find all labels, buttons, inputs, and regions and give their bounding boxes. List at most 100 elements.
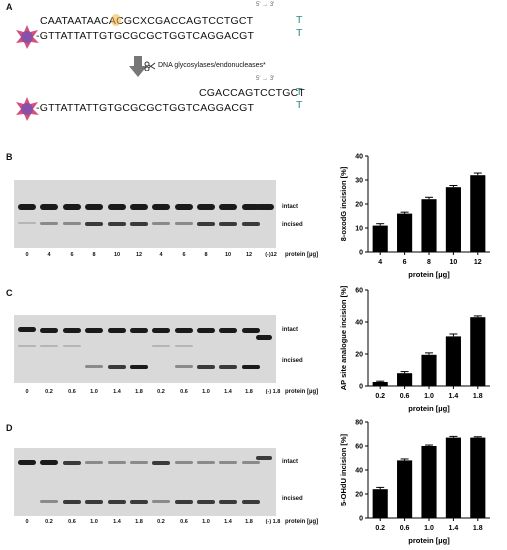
x-tick-label: 1.4 — [449, 393, 459, 400]
lane-label: 0.6 — [180, 519, 188, 525]
bar — [372, 489, 388, 518]
y-tick-label: 40 — [355, 154, 363, 161]
bar — [445, 437, 461, 518]
x-tick-label: 0.2 — [375, 525, 385, 532]
y-tick-label: 60 — [355, 444, 363, 451]
direction-label-mid: 5' → 3' — [256, 76, 275, 82]
gel-image-c — [14, 315, 276, 383]
lane-label: 10 — [224, 252, 232, 258]
panel-letter-d: D — [6, 423, 13, 433]
scissors-icon — [144, 61, 156, 71]
x-tick-label: 0.6 — [400, 393, 410, 400]
enzyme-label: DNA glycosylases/endonucleases* — [158, 62, 266, 69]
bar — [470, 317, 486, 386]
lane-label: 12 — [135, 252, 143, 258]
direction-label-top: 5' → 3' — [256, 2, 275, 8]
bottom-strand-sequence: -GTTATTATTGTGCGCGCTGGTCAGGACGT — [36, 30, 255, 42]
lane-label: 1.8 — [135, 389, 143, 395]
x-tick-label: 1.0 — [424, 393, 434, 400]
fluorophore-icon-2 — [16, 97, 39, 121]
lane-label: 0.2 — [157, 519, 165, 525]
lane-label: 0 — [25, 389, 29, 395]
lane-label: 10 — [113, 252, 121, 258]
lane-label: (-) 1.8 — [265, 389, 281, 395]
lane-label: 1.4 — [224, 389, 232, 395]
x-tick-label: 0.2 — [375, 393, 385, 400]
protein-label-b: protein [µg] — [285, 252, 319, 258]
lane-label: 1.8 — [245, 519, 253, 525]
lane-label: 4 — [159, 252, 163, 258]
lane-label: 0 — [25, 519, 29, 525]
lane-label: 0.6 — [180, 389, 188, 395]
bar — [470, 175, 486, 252]
lane-label: 1.4 — [113, 389, 121, 395]
protein-label-c: protein [µg] — [285, 389, 319, 395]
bar-chart-ap-site: 0 20 40 60 AP site analogue incision [%] 0.2 0… — [339, 285, 490, 413]
y-tick-label: 40 — [355, 320, 363, 327]
lane-label: 6 — [182, 252, 186, 258]
lane-label: (-)12 — [265, 252, 277, 258]
hairpin-top: T — [296, 14, 303, 26]
incised-label-b: incised — [282, 222, 303, 228]
x-tick-label: 12 — [474, 259, 482, 266]
x-tick-label: 1.8 — [473, 525, 483, 532]
gel-image-d — [14, 448, 276, 516]
x-tick-label: 1.0 — [424, 525, 434, 532]
bar — [421, 354, 437, 386]
lane-label: 8 — [204, 252, 208, 258]
panel-letter-c: C — [6, 288, 13, 298]
lane-label: 1.0 — [90, 389, 98, 395]
y-tick-label: 0 — [359, 250, 363, 257]
intact-label-c: intact — [282, 327, 299, 333]
down-arrow-icon — [129, 56, 147, 77]
y-axis-label: AP site analogue incision [%] — [339, 285, 348, 390]
lane-label: 1.4 — [224, 519, 232, 525]
bar — [397, 213, 413, 252]
bar — [397, 373, 413, 386]
lesion-highlight — [111, 14, 121, 26]
bar — [421, 199, 437, 252]
y-tick-label: 40 — [355, 468, 363, 475]
gel-image-b — [14, 180, 276, 248]
bar-chart-8-oxodg: 0 10 20 30 40 8-oxodG incision [%] 4 6 8 10 12 prot… — [339, 154, 490, 279]
lane-label: 1.8 — [135, 519, 143, 525]
y-tick-label: 30 — [355, 178, 363, 185]
bar — [445, 187, 461, 252]
x-tick-label: 8 — [427, 259, 431, 266]
lane-labels-b: 0 4 6 8 10 12 4 6 8 10 12 (-)12 — [14, 252, 284, 262]
protein-label-d: protein [µg] — [285, 519, 319, 525]
lane-label: 0.2 — [157, 389, 165, 395]
x-tick-label: 1.4 — [449, 525, 459, 532]
x-tick-label: 10 — [450, 259, 458, 266]
x-tick-label: 6 — [403, 259, 407, 266]
lane-label: 0.6 — [68, 389, 76, 395]
bar — [372, 382, 388, 386]
y-tick-label: 20 — [355, 202, 363, 209]
hairpin-bottom-2: T — [296, 99, 303, 111]
x-axis-label: protein [µg] — [408, 270, 450, 279]
bar — [372, 225, 388, 252]
y-tick-label: 60 — [355, 288, 363, 295]
x-tick-label: 0.6 — [400, 525, 410, 532]
y-tick-label: 0 — [359, 516, 363, 523]
bar — [470, 437, 486, 518]
x-tick-label: 4 — [378, 259, 382, 266]
y-axis-label: 5-OHdU incision [%] — [339, 433, 348, 506]
intact-label-b: intact — [282, 204, 299, 210]
bar — [397, 460, 413, 518]
lane-labels-d: 0 0.2 0.6 1.0 1.4 1.8 0.2 0.6 1.0 1.4 1.… — [14, 519, 284, 529]
product-strand-sequence: CGACCAGTCCTGCT — [199, 87, 306, 99]
panel-letter-a: A — [6, 2, 13, 12]
y-tick-label: 20 — [355, 352, 363, 359]
y-tick-label: 0 — [359, 384, 363, 391]
lane-label: 4 — [47, 252, 51, 258]
incised-label-d: incised — [282, 496, 303, 502]
lane-label: 0.6 — [68, 519, 76, 525]
bottom-strand-sequence-2: -GTTATTATTGTGCGCGCTGGTCAGGACGT — [36, 102, 255, 114]
panel-letter-b: B — [6, 152, 13, 162]
intact-label-d: intact — [282, 459, 299, 465]
lane-label: 12 — [245, 252, 253, 258]
lane-label: 0.2 — [45, 519, 53, 525]
hairpin-bottom: T — [296, 27, 303, 39]
lane-label: 1.0 — [202, 519, 210, 525]
